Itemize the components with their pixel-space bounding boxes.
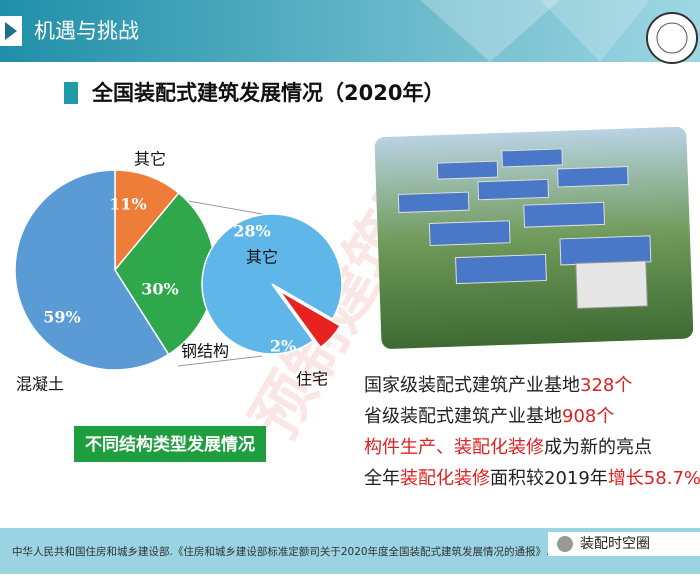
text-lines: 国家级装配式建筑产业基地328个省级装配式建筑产业基地908个构件生产、装配化装… [364, 375, 700, 489]
photo [374, 126, 694, 349]
text-segment: 全年 [364, 468, 400, 489]
header-decor [420, 0, 560, 62]
category-label: 钢结构 [181, 342, 229, 361]
header-icon [5, 22, 17, 40]
text-segment: 装配化装修 [400, 468, 490, 489]
pie-slice [278, 290, 342, 349]
logo [646, 12, 698, 64]
text-segment: 328个 [580, 375, 632, 396]
footer-source: 中华人民共和国住房和城乡建设部.《住房和城乡建设部标准定额司关于2020年度全国… [12, 545, 603, 558]
text-line: 全年装配化装修面积较2019年增长58.7% [364, 468, 700, 489]
text-line: 构件生产、装配化装修成为新的亮点 [364, 437, 652, 458]
header-title: 机遇与挑战 [34, 19, 139, 43]
category-label: 混凝土 [16, 375, 64, 394]
category-label: 住宅 [296, 370, 328, 389]
category-label: 其它 [134, 150, 166, 169]
text-segment: 省级装配式建筑产业基地 [364, 406, 562, 427]
caption-bg [74, 426, 266, 462]
text-segment: 908个 [562, 406, 614, 427]
account-icon [557, 536, 573, 552]
header-band [0, 0, 700, 62]
value-label: 11% [109, 195, 146, 214]
text-segment: 构件生产、装配化装修 [364, 437, 544, 458]
text-segment: 国家级装配式建筑产业基地 [364, 375, 580, 396]
text-segment: 成为新的亮点 [544, 437, 652, 458]
text-line: 国家级装配式建筑产业基地328个 [364, 375, 632, 396]
account-bg [548, 532, 700, 556]
value-label: 2% [270, 337, 296, 356]
header-decor [540, 0, 650, 62]
text-line: 省级装配式建筑产业基地908个 [364, 406, 614, 427]
value-label: 28% [233, 222, 270, 241]
logo [656, 22, 688, 54]
category-label: 其它 [246, 248, 278, 267]
subtitle: 全国装配式建筑发展情况（2020年） [91, 81, 444, 105]
text-segment: 面积较2019年 [490, 468, 608, 489]
pie-slice [114, 169, 180, 273]
connector [177, 355, 263, 367]
account: 装配时空圈 [580, 536, 650, 552]
caption: 不同结构类型发展情况 [85, 434, 255, 455]
subtitle-marker [64, 82, 78, 104]
value-label: 30% [141, 280, 178, 299]
pie-slice [14, 169, 170, 371]
text-segment: 增长58.7% [608, 468, 700, 489]
value-label: 59% [43, 308, 80, 327]
pie-slice [201, 213, 343, 355]
